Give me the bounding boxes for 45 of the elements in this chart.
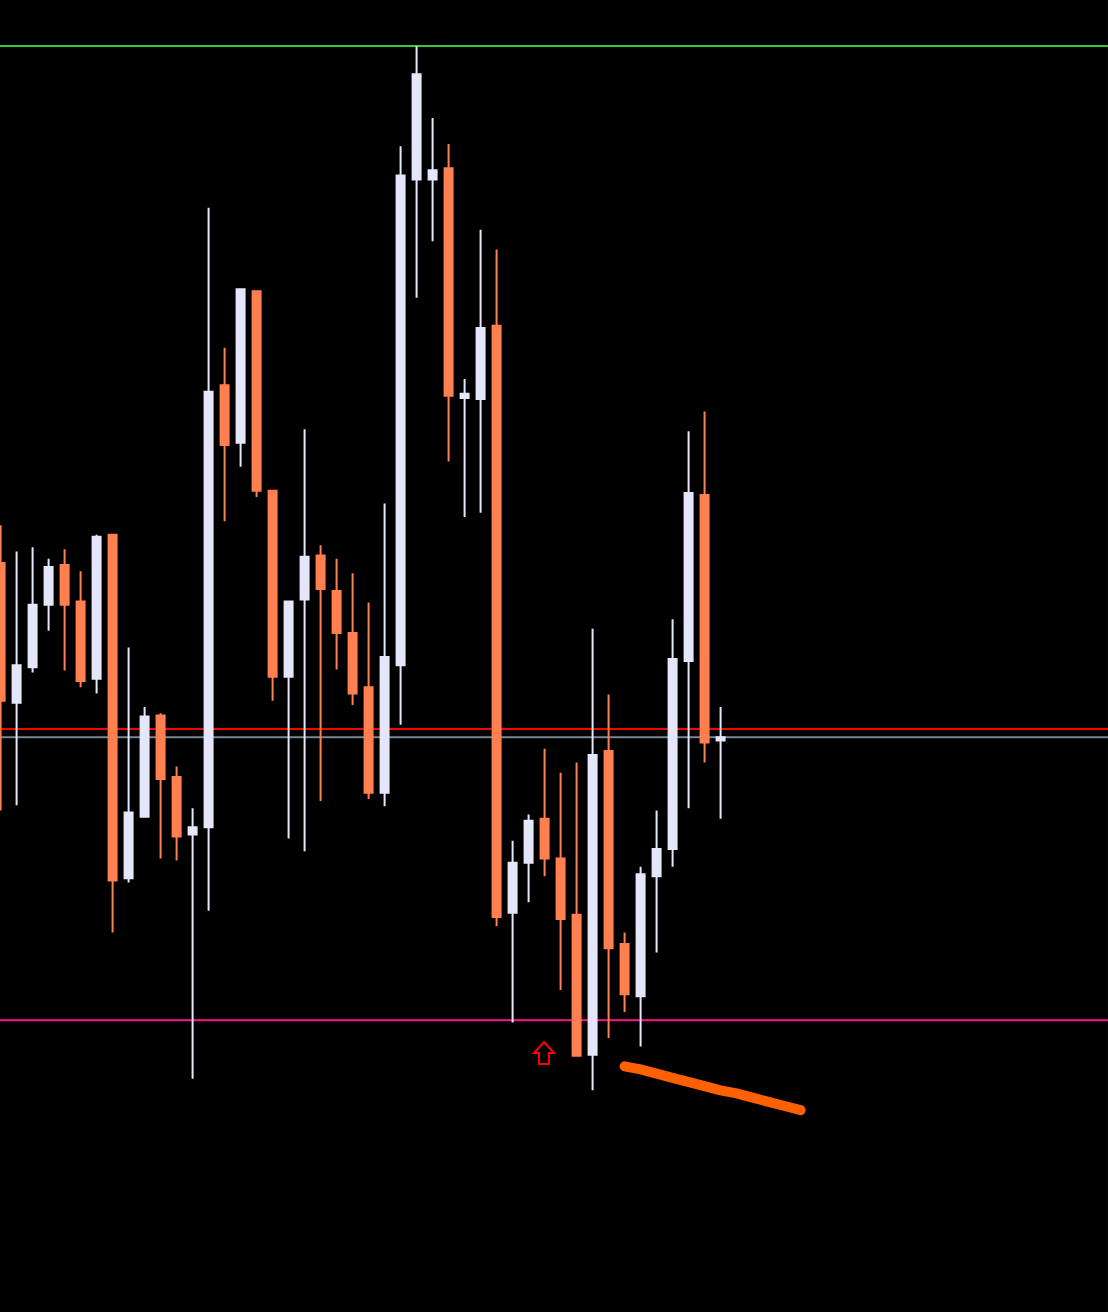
candlestick [571, 761, 582, 1057]
candlestick [699, 410, 710, 764]
candlestick [43, 557, 54, 632]
candlestick [363, 601, 374, 800]
candlestick [715, 706, 726, 820]
candlestick [411, 44, 422, 299]
candlestick [395, 145, 406, 726]
candlestick [523, 813, 534, 904]
candlestick [267, 489, 278, 702]
candlestick [347, 572, 358, 706]
candlestick [331, 557, 342, 671]
candlestick [475, 228, 486, 514]
candlestick [587, 627, 598, 1092]
candlestick [555, 771, 566, 992]
candlestick [459, 378, 470, 518]
candlestick [171, 765, 182, 862]
candlestick [203, 206, 214, 912]
candlestick [155, 712, 166, 860]
candlestick [11, 550, 22, 807]
candlestick [75, 570, 86, 689]
candlestick [59, 548, 70, 672]
candlestick [427, 116, 438, 243]
candlestick [603, 693, 614, 1040]
candlestick [283, 600, 294, 840]
candlestick [251, 290, 262, 499]
candlestick [91, 533, 102, 695]
candlestick [443, 143, 454, 463]
candlestick [683, 430, 694, 810]
candlestick [107, 532, 118, 934]
candlestick [379, 502, 390, 808]
candlestick [539, 747, 550, 878]
candlestick [187, 807, 198, 1080]
candlestick [507, 839, 518, 1024]
candlestick [27, 546, 38, 674]
candlestick [235, 288, 246, 468]
candlestick [635, 865, 646, 1048]
candlestick [315, 544, 326, 803]
candlestick [219, 346, 230, 523]
candlestick [651, 809, 662, 954]
candlestick [139, 706, 150, 818]
candlestick [667, 618, 678, 868]
candlestick [123, 646, 134, 884]
candlestick [491, 248, 502, 928]
candlestick [299, 428, 310, 853]
candlestick [619, 931, 630, 1013]
